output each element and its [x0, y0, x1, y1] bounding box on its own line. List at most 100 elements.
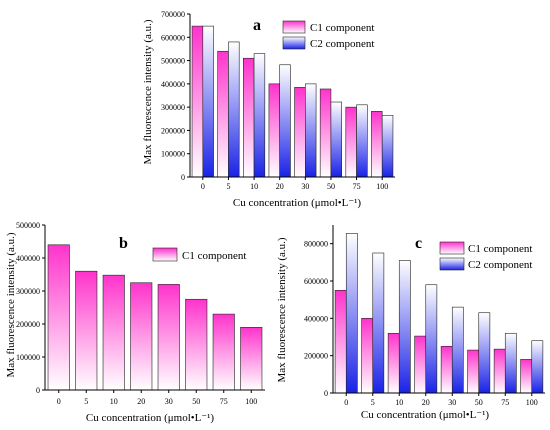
- x-tick-label: 0: [344, 398, 348, 407]
- x-tick-label: 0: [201, 182, 205, 191]
- x-tick-label: 75: [353, 182, 361, 191]
- panel-a-ylabel: Max fluorescence intensity (a.u.): [142, 19, 154, 164]
- x-tick-label: 10: [110, 397, 118, 406]
- bar-c1-0: [47, 244, 70, 391]
- y-tick-label: 200000: [304, 352, 328, 361]
- legend-c1-swatch: [439, 241, 465, 255]
- bar-c1-75: [212, 313, 235, 391]
- bar-c1-20: [268, 83, 280, 178]
- panel-c-bars: [334, 233, 544, 394]
- y-tick-label: 300000: [16, 287, 40, 296]
- bar-c2-30: [305, 83, 317, 178]
- bar-c2-75: [504, 332, 517, 394]
- panel-a-legend: C1 component C2 component: [282, 20, 374, 50]
- y-tick-label: 300000: [161, 103, 185, 112]
- x-tick-label: 30: [165, 397, 173, 406]
- y-tick-label: 100000: [16, 353, 40, 362]
- bar-c1-30: [294, 87, 306, 178]
- bar-c1-50: [319, 88, 332, 178]
- x-tick-label: 10: [250, 182, 258, 191]
- bar-c1-75: [493, 348, 506, 394]
- y-tick-label: 200000: [161, 126, 185, 135]
- chart-panel-c: c Cu concentration (μmol•L⁻¹) Max fluore…: [276, 225, 545, 421]
- bar-c2-50: [478, 312, 491, 394]
- bar-c1-20: [414, 335, 427, 394]
- bar-c1-100: [240, 326, 263, 391]
- y-tick-label: 600000: [304, 277, 328, 286]
- x-tick-label: 75: [220, 397, 228, 406]
- x-tick-label: 20: [137, 397, 145, 406]
- bar-c2-50: [330, 101, 343, 178]
- bar-c1-0: [191, 25, 204, 178]
- y-tick-label: 700000: [161, 10, 185, 19]
- legend-c1-label: C1 component: [468, 243, 532, 255]
- bar-c1-10: [102, 274, 125, 391]
- bar-c1-10: [243, 57, 255, 178]
- legend-c1-swatch: [282, 20, 306, 34]
- x-tick-label: 5: [84, 397, 88, 406]
- bar-c1-5: [217, 50, 229, 178]
- x-tick-label: 20: [422, 398, 430, 407]
- y-tick-label: 400000: [161, 80, 185, 89]
- panel-a-xlabel: Cu concentration (μmol•L⁻¹): [233, 197, 362, 209]
- panel-b-bars: [47, 244, 263, 391]
- bar-c2-100: [531, 340, 544, 394]
- bar-c1-30: [157, 284, 180, 391]
- y-tick-label: 0: [36, 386, 40, 395]
- panel-b-legend: C1 component: [152, 247, 246, 262]
- panel-c-ylabel: Max fluorescence intensity (a.u.): [276, 237, 288, 382]
- bar-c1-10: [387, 332, 400, 394]
- bar-c2-20: [425, 284, 438, 394]
- x-tick-label: 30: [301, 182, 309, 191]
- bar-c1-0: [334, 290, 347, 394]
- bar-c1-100: [520, 359, 533, 394]
- bar-c2-10: [398, 260, 411, 394]
- x-tick-label: 5: [226, 182, 230, 191]
- bar-c2-75: [356, 104, 368, 178]
- y-tick-label: 600000: [161, 33, 185, 42]
- bar-c1-5: [75, 270, 98, 391]
- y-tick-label: 500000: [161, 57, 185, 66]
- chart-panel-b: b Cu concentration (μmol•L⁻¹) Max fluore…: [5, 221, 265, 424]
- x-tick-label: 0: [57, 397, 61, 406]
- bar-c2-20: [279, 64, 291, 178]
- legend-c1-swatch: [152, 247, 178, 262]
- x-tick-label: 20: [276, 182, 284, 191]
- x-tick-label: 10: [395, 398, 403, 407]
- y-tick-label: 200000: [16, 320, 40, 329]
- panel-a-title: a: [253, 17, 261, 34]
- bar-c1-75: [345, 106, 357, 178]
- x-tick-label: 50: [475, 398, 483, 407]
- panel-c-legend: C1 component C2 component: [439, 241, 532, 271]
- panel-c-title: c: [415, 235, 422, 252]
- bar-c2-10: [253, 53, 266, 178]
- chart-panel-a: a Cu concentration (μmol•L⁻¹) Max fluore…: [142, 10, 395, 209]
- x-tick-label: 100: [245, 397, 257, 406]
- x-tick-label: 5: [371, 398, 375, 407]
- bar-c1-50: [185, 298, 208, 391]
- panel-c-xlabel: Cu concentration (μmol•L⁻¹): [361, 409, 490, 421]
- bar-c2-100: [381, 114, 394, 178]
- y-tick-label: 500000: [16, 221, 40, 230]
- bar-c1-30: [440, 346, 453, 394]
- legend-c2-label: C2 component: [468, 259, 532, 271]
- bar-c1-20: [130, 282, 153, 391]
- bar-c1-5: [361, 318, 374, 394]
- y-tick-label: 400000: [16, 254, 40, 263]
- legend-c1-label: C1 component: [310, 22, 374, 34]
- bar-c2-0: [345, 233, 358, 394]
- legend-c2-label: C2 component: [310, 38, 374, 50]
- y-tick-label: 800000: [304, 240, 328, 249]
- y-tick-label: 0: [181, 173, 185, 182]
- panel-a-bars: [191, 25, 394, 178]
- x-tick-label: 30: [448, 398, 456, 407]
- panel-b-xlabel: Cu concentration (μmol•L⁻¹): [86, 412, 215, 424]
- legend-c2-swatch: [439, 257, 465, 271]
- bar-c2-0: [202, 25, 214, 178]
- legend-c1-label: C1 component: [182, 250, 246, 262]
- y-tick-label: 100000: [161, 150, 185, 159]
- bar-c2-5: [372, 252, 385, 394]
- x-tick-label: 50: [192, 397, 200, 406]
- x-tick-label: 75: [501, 398, 509, 407]
